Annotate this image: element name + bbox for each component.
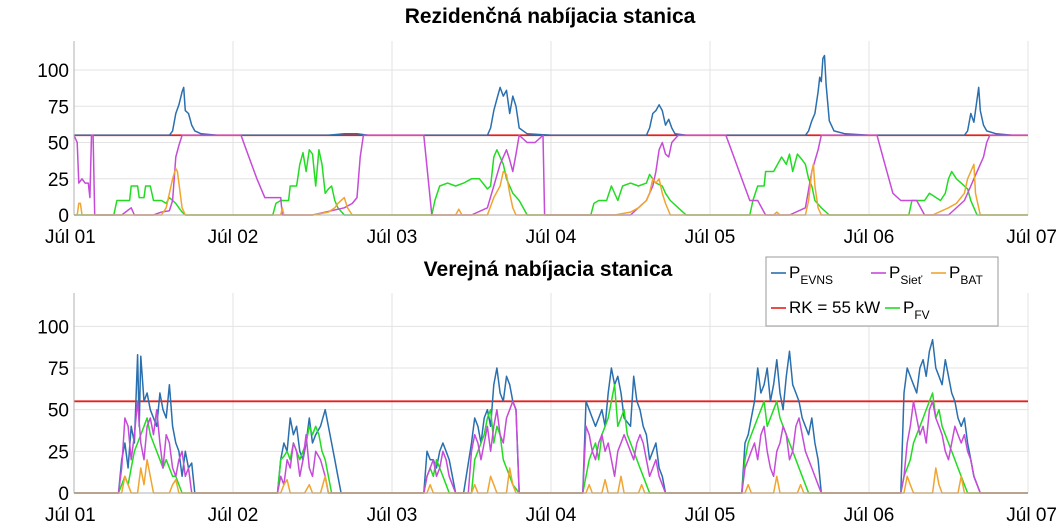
legend-label: RK = 55 kW (789, 298, 880, 317)
x-tick-label: Júl 05 (685, 505, 736, 526)
x-tick-label: Júl 07 (1006, 227, 1057, 248)
x-tick-label: Júl 02 (208, 505, 259, 526)
y-tick-label: 75 (48, 359, 69, 380)
x-tick-label: Júl 06 (844, 505, 895, 526)
x-tick-label: Júl 02 (208, 227, 259, 248)
y-tick-label: 25 (48, 170, 69, 191)
legend-label: PFV (903, 298, 930, 322)
series-line-siet (73, 134, 1028, 216)
chart-title: Rezidenčná nabíjacia stanica (405, 5, 696, 28)
y-tick-label: 50 (48, 401, 69, 422)
x-tick-label: Júl 05 (685, 227, 736, 248)
legend: PEVNS PSieť PBAT RK = 55 kW PFV (765, 256, 999, 327)
legend-label: PBAT (949, 263, 983, 287)
legend-box (765, 256, 999, 327)
series-line-bat (74, 163, 1028, 216)
legend-item-rk: RK = 55 kW (771, 298, 880, 317)
chart-title: Verejná nabíjacia stanica (424, 258, 673, 281)
series-group (73, 54, 1028, 216)
chart-public: Verejná nabíjacia stanica 0 25 50 75 100 Júl … (37, 258, 1057, 526)
y-tick-label: 100 (37, 317, 69, 338)
axes: 0 25 50 75 100 Júl 01 Júl 02 Júl 03 Júl 04 Júl 05… (37, 41, 1057, 248)
y-tick-label: 50 (48, 134, 69, 155)
legend-item-siet: PSieť (871, 263, 923, 287)
x-tick-label: Júl 04 (526, 227, 577, 248)
y-tick-label: 0 (58, 206, 69, 227)
legend-label: PEVNS (789, 263, 833, 287)
legend-label: PSieť (889, 263, 923, 287)
y-tick-label: 100 (37, 61, 69, 82)
y-tick-label: 25 (48, 442, 69, 463)
legend-item-bat: PBAT (931, 263, 983, 287)
x-tick-label: Júl 01 (45, 505, 96, 526)
axes: 0 25 50 75 100 Júl 01 Júl 02 Júl 03 Júl 04 Júl 05… (37, 293, 1057, 526)
y-tick-label: 0 (58, 484, 69, 505)
y-tick-label: 75 (48, 97, 69, 118)
x-tick-label: Júl 07 (1006, 505, 1057, 526)
x-tick-label: Júl 06 (844, 227, 895, 248)
x-tick-label: Júl 04 (526, 505, 577, 526)
series-line-evns (74, 54, 1028, 137)
legend-item-evns: PEVNS (771, 263, 833, 287)
x-tick-label: Júl 03 (367, 505, 418, 526)
grid (73, 41, 1029, 216)
chart-residential: Rezidenčná nabíjacia stanica 0 25 50 75 100 J… (37, 5, 1057, 248)
legend-item-fv: PFV (885, 298, 930, 322)
x-tick-label: Júl 01 (45, 227, 96, 248)
x-tick-label: Júl 03 (367, 227, 418, 248)
